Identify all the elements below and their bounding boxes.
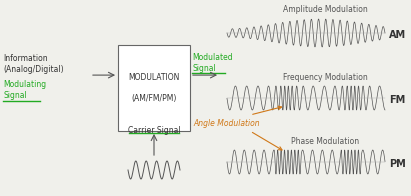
Text: PM: PM — [389, 159, 406, 169]
Text: Signal: Signal — [192, 64, 216, 73]
Text: Phase Modulation: Phase Modulation — [291, 137, 359, 146]
Text: MODULATION: MODULATION — [128, 73, 180, 82]
Text: Modulating: Modulating — [3, 80, 46, 89]
Text: Angle Modulation: Angle Modulation — [193, 119, 260, 128]
Text: Frequency Modulation: Frequency Modulation — [283, 73, 367, 82]
Text: FM: FM — [389, 95, 405, 105]
Text: Amplitude Modulation: Amplitude Modulation — [283, 5, 367, 14]
Bar — [118, 45, 190, 131]
Text: Modulated: Modulated — [192, 53, 233, 62]
Text: (Analog/Digital): (Analog/Digital) — [3, 65, 64, 74]
Text: Carrier Signal: Carrier Signal — [128, 126, 180, 135]
Text: Signal: Signal — [3, 91, 27, 100]
Text: (AM/FM/PM): (AM/FM/PM) — [131, 94, 177, 103]
Text: AM: AM — [389, 30, 406, 40]
Text: Information: Information — [3, 54, 48, 63]
